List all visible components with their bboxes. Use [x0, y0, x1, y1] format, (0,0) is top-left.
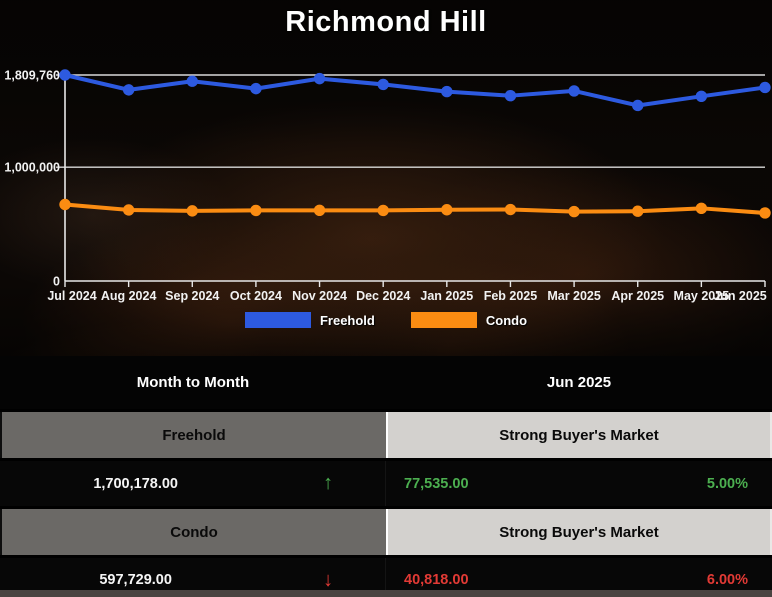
- horizontal-scrollbar[interactable]: [0, 590, 772, 597]
- legend-label-condo: Condo: [485, 312, 528, 328]
- condo-price: 597,729.00: [99, 572, 172, 588]
- svg-text:Oct 2024: Oct 2024: [230, 289, 282, 303]
- condo-change-percent: 6.00%: [706, 572, 748, 588]
- freehold-change-amount: 77,535.00: [404, 475, 469, 492]
- svg-text:Aug 2024: Aug 2024: [101, 289, 157, 303]
- condo-status-cell: Strong Buyer's Market: [386, 509, 772, 555]
- freehold-status-cell: Strong Buyer's Market: [386, 412, 772, 458]
- condo-category-cell: Condo: [0, 509, 386, 555]
- freehold-values-row: 1,700,178.00 ↑ 77,535.00 5.00%: [0, 461, 772, 506]
- condo-label-row: Condo Strong Buyer's Market: [0, 506, 772, 558]
- freehold-change-percent: 5.00%: [706, 475, 748, 492]
- header-current-month: Jun 2025: [546, 374, 612, 391]
- svg-text:Sep 2024: Sep 2024: [165, 289, 219, 303]
- svg-text:Dec 2024: Dec 2024: [356, 289, 410, 303]
- condo-swatch-icon: [410, 312, 477, 328]
- legend-item-freehold[interactable]: Freehold: [244, 312, 375, 328]
- table-header-row: Month to Month Jun 2025: [0, 356, 772, 409]
- svg-text:May 2025: May 2025: [674, 289, 730, 303]
- legend-item-condo[interactable]: Condo: [410, 312, 528, 328]
- page-title: Richmond Hill: [285, 6, 487, 38]
- svg-text:Jan 2025: Jan 2025: [420, 289, 473, 303]
- svg-text:Jul 2024: Jul 2024: [47, 289, 96, 303]
- svg-text:1,809,760: 1,809,760: [4, 69, 60, 83]
- svg-text:Nov 2024: Nov 2024: [292, 289, 347, 303]
- legend-label-freehold: Freehold: [319, 312, 375, 328]
- down-arrow-icon: ↓: [323, 568, 334, 591]
- condo-change-amount: 40,818.00: [404, 572, 469, 588]
- freehold-category-cell: Freehold: [0, 412, 386, 458]
- freehold-price: 1,700,178.00: [93, 475, 178, 492]
- freehold-swatch-icon: [244, 312, 311, 328]
- svg-text:Jun 2025: Jun 2025: [713, 289, 767, 303]
- svg-text:0: 0: [53, 275, 60, 289]
- market-summary-table: Month to Month Jun 2025 Freehold Strong …: [0, 356, 772, 597]
- up-arrow-icon: ↑: [323, 472, 334, 494]
- svg-text:Mar 2025: Mar 2025: [547, 289, 601, 303]
- svg-text:1,000,000: 1,000,000: [4, 161, 60, 175]
- freehold-label-row: Freehold Strong Buyer's Market: [0, 409, 772, 461]
- svg-text:Apr 2025: Apr 2025: [611, 289, 664, 303]
- svg-text:Feb 2025: Feb 2025: [484, 289, 538, 303]
- header-month-to-month: Month to Month: [136, 374, 250, 391]
- chart-legend: Freehold Condo: [0, 312, 772, 328]
